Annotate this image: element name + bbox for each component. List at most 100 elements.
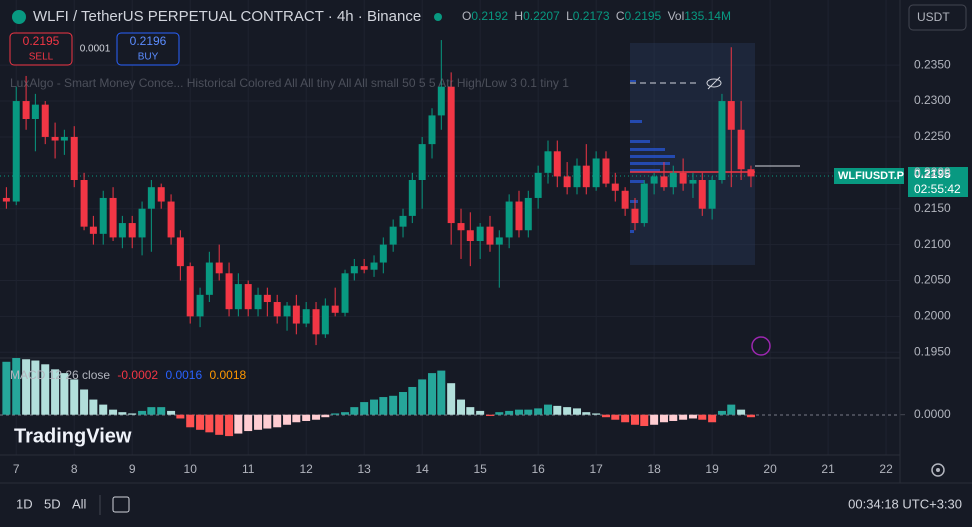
y-tick-label: 0.2000 xyxy=(914,309,951,323)
macd-bar xyxy=(312,414,321,420)
indicator-label[interactable]: LuxAlgo - Smart Money Conce... Historica… xyxy=(10,76,569,90)
candle-body xyxy=(22,101,30,119)
macd-bar xyxy=(70,379,79,415)
macd-label[interactable]: MACD 12 26 close -0.0002 0.0016 0.0018 xyxy=(10,368,247,382)
candle-body xyxy=(602,158,610,184)
sell-label[interactable]: SELL xyxy=(29,52,54,63)
settings-icon[interactable] xyxy=(931,463,945,477)
macd-bar xyxy=(263,414,272,429)
candle-body xyxy=(418,144,426,181)
macd-bar xyxy=(283,414,292,425)
candle-body xyxy=(476,226,484,242)
candle-body xyxy=(660,176,668,188)
alert-icon[interactable] xyxy=(751,336,771,356)
sell-button[interactable] xyxy=(9,32,73,66)
candle-body xyxy=(582,165,590,188)
candle-body xyxy=(563,176,571,188)
macd-bar xyxy=(708,414,717,423)
x-tick-label: 19 xyxy=(705,462,719,476)
symbol-icon xyxy=(12,10,26,24)
x-tick-label: 16 xyxy=(531,462,545,476)
macd-bar xyxy=(205,414,214,433)
volume-profile-box xyxy=(630,43,755,265)
candle-body xyxy=(457,223,465,231)
candle-body xyxy=(128,223,136,238)
candle-body xyxy=(515,201,523,231)
candle-body xyxy=(186,266,194,317)
currency-button[interactable] xyxy=(908,4,967,31)
macd-bar xyxy=(466,407,475,415)
macd-bar xyxy=(80,389,89,415)
macd-bar xyxy=(341,412,350,415)
candle-body xyxy=(244,284,252,310)
macd-bar xyxy=(727,404,736,415)
candle-body xyxy=(360,266,368,270)
ohlc: O0.2192 H0.2207 L0.2173 C0.2195 Vol135.1… xyxy=(462,9,731,23)
x-tick-label: 7 xyxy=(13,462,20,476)
candle-body xyxy=(747,169,755,177)
macd-bar xyxy=(544,404,553,415)
candle-body xyxy=(640,183,648,224)
candle-body xyxy=(41,104,49,137)
candle-body xyxy=(370,262,378,270)
candle-body xyxy=(254,294,262,310)
candle-body xyxy=(312,309,320,335)
x-tick-label: 11 xyxy=(242,462,255,476)
range-button[interactable]: All xyxy=(72,496,87,511)
sell-price[interactable]: 0.2195 xyxy=(23,34,60,48)
macd-bar xyxy=(109,409,118,415)
candle-body xyxy=(89,226,97,234)
x-tick-label: 10 xyxy=(184,462,198,476)
date-range-icon[interactable] xyxy=(112,496,130,513)
macd-bar xyxy=(2,361,11,415)
symbol-tag-text: WLFIUSDT.P xyxy=(838,170,904,182)
symbol-title[interactable]: WLFI / TetherUS PERPETUAL CONTRACT · 4h … xyxy=(33,8,421,25)
macd-bar xyxy=(408,386,417,415)
buy-label[interactable]: BUY xyxy=(138,52,159,63)
macd-bar xyxy=(186,414,195,428)
macd-bar xyxy=(737,409,746,415)
buy-button[interactable] xyxy=(116,32,180,66)
macd-bar xyxy=(244,414,253,432)
symbol-tag xyxy=(834,168,904,184)
macd-bar xyxy=(457,399,466,415)
macd-bar xyxy=(41,364,50,415)
volume-value: 135.14M xyxy=(684,9,731,23)
range-button[interactable]: 1D xyxy=(16,496,33,511)
macd-bar xyxy=(572,408,581,415)
candle-body xyxy=(466,230,474,242)
candle-body xyxy=(80,180,88,227)
candle-body xyxy=(109,197,117,238)
ohlc-label: H xyxy=(514,9,523,23)
spread: 0.0001 xyxy=(80,44,111,55)
candle-body xyxy=(292,305,300,324)
macd-bar xyxy=(138,410,147,415)
y-tick-label: 0.1950 xyxy=(914,344,951,358)
ohlc-value: 0.2207 xyxy=(523,9,560,23)
macd-bar xyxy=(128,413,137,415)
candle-body xyxy=(544,151,552,173)
currency[interactable]: USDT xyxy=(917,10,950,24)
range-button[interactable]: 5D xyxy=(44,496,61,511)
y-tick-label: 0.2050 xyxy=(914,273,951,287)
macd-bar xyxy=(650,414,659,425)
candle-body xyxy=(437,86,445,116)
x-tick-label: 20 xyxy=(763,462,777,476)
macd-bar xyxy=(717,410,726,415)
macd-bar xyxy=(659,414,668,423)
x-tick-label: 13 xyxy=(357,462,371,476)
candle-body xyxy=(341,273,349,313)
macd-bar xyxy=(302,414,311,421)
macd-bar xyxy=(534,408,543,415)
y-tick-label: 0.2150 xyxy=(914,201,951,215)
buy-price[interactable]: 0.2196 xyxy=(130,34,167,48)
market-status[interactable] xyxy=(434,13,442,21)
candle-body xyxy=(31,104,39,119)
y-tick-label: 0.2250 xyxy=(914,129,951,143)
hide-icon[interactable] xyxy=(706,76,722,90)
clock[interactable]: 00:34:18 UTC+3:30 xyxy=(848,496,962,511)
y-tick-label: 0.2300 xyxy=(914,93,951,107)
